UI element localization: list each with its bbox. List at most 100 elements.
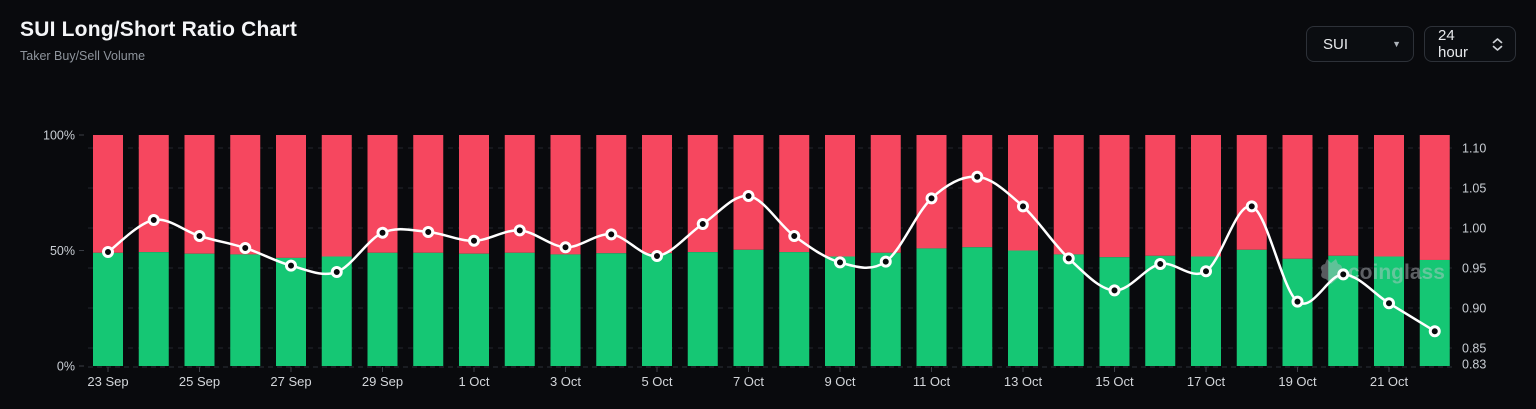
short-bar-segment[interactable] (642, 135, 672, 254)
symbol-select[interactable]: SUI ▼ (1306, 26, 1414, 62)
long-bar-segment[interactable] (916, 248, 947, 366)
ratio-point[interactable] (330, 266, 343, 278)
short-bar-segment[interactable] (1328, 135, 1359, 256)
watermark-text: coinglass (1348, 261, 1445, 284)
long-bar-segment[interactable] (962, 247, 993, 366)
short-bar-segment[interactable] (1008, 135, 1038, 251)
ratio-point[interactable] (1337, 268, 1350, 281)
short-bar-segment[interactable] (962, 135, 993, 248)
short-bar-segment[interactable] (1374, 135, 1404, 257)
short-bar-segment[interactable] (230, 135, 261, 255)
ratio-point[interactable] (1108, 284, 1121, 297)
long-bar-segment[interactable] (184, 253, 215, 366)
ratio-point[interactable] (102, 246, 114, 258)
interval-select[interactable]: 24 hour (1424, 26, 1516, 62)
short-bar-segment[interactable] (1282, 135, 1313, 259)
long-bar-segment[interactable] (642, 253, 672, 366)
short-bar-segment[interactable] (825, 135, 855, 257)
ratio-point[interactable] (559, 241, 572, 254)
long-bar-segment[interactable] (779, 252, 810, 366)
ratio-point[interactable] (1200, 265, 1212, 278)
ratio-point[interactable] (1291, 295, 1304, 308)
chevron-up-down-icon (1492, 37, 1503, 51)
short-bar-segment[interactable] (870, 135, 901, 253)
ratio-point[interactable] (376, 226, 389, 239)
ratio-point[interactable] (879, 255, 892, 268)
long-bar-segment[interactable] (230, 254, 261, 366)
long-bar-segment[interactable] (1145, 255, 1176, 366)
left-axis-label: 100% (43, 129, 75, 143)
ratio-point[interactable] (193, 230, 206, 242)
short-bar-segment[interactable] (1236, 135, 1267, 250)
ratio-point[interactable] (1154, 258, 1167, 270)
ratio-point[interactable] (971, 170, 984, 183)
ratio-point[interactable] (1428, 325, 1441, 338)
short-bar-segment[interactable] (276, 135, 306, 258)
short-bar-segment[interactable] (1053, 135, 1084, 255)
short-bar-segment[interactable] (916, 135, 947, 249)
right-axis-label: 0.85 (1462, 342, 1486, 356)
page-subtitle: Taker Buy/Sell Volume (20, 49, 146, 63)
long-bar-segment[interactable] (138, 252, 169, 366)
long-bar-segment[interactable] (825, 256, 855, 366)
ratio-point[interactable] (147, 214, 160, 226)
page-title: SUI Long/Short Ratio Chart (20, 18, 298, 41)
ratio-point[interactable] (239, 242, 252, 254)
long-bar-segment[interactable] (1008, 250, 1038, 367)
short-bar-segment[interactable] (1419, 135, 1450, 260)
short-bar-segment[interactable] (1099, 135, 1130, 258)
ratio-point[interactable] (651, 250, 663, 262)
long-bar-segment[interactable] (504, 252, 535, 366)
ratio-point[interactable] (513, 224, 526, 237)
long-bar-segment[interactable] (93, 252, 123, 366)
ratio-point[interactable] (1383, 297, 1395, 310)
right-axis-label: 0.95 (1462, 262, 1486, 276)
x-axis-label: 23 Sep (87, 374, 128, 389)
x-axis-label: 11 Oct (913, 374, 951, 389)
x-axis-label: 15 Oct (1095, 374, 1134, 389)
interval-select-value: 24 hour (1438, 27, 1469, 61)
long-bar-segment[interactable] (459, 253, 489, 366)
short-bar-segment[interactable] (550, 135, 581, 255)
ratio-point[interactable] (468, 234, 480, 247)
ratio-point[interactable] (834, 256, 846, 269)
ratio-point[interactable] (742, 190, 755, 202)
long-bar-segment[interactable] (1053, 254, 1084, 366)
long-bar-segment[interactable] (870, 252, 901, 366)
long-bar-segment[interactable] (276, 257, 306, 366)
ratio-point[interactable] (1017, 200, 1029, 213)
long-bar-segment[interactable] (1236, 249, 1267, 366)
long-bar-segment[interactable] (1099, 257, 1130, 366)
ratio-point[interactable] (422, 226, 435, 238)
right-axis-label: 1.10 (1462, 142, 1486, 156)
ratio-point[interactable] (605, 228, 618, 241)
short-bar-segment[interactable] (459, 135, 489, 254)
ratio-point[interactable] (1062, 252, 1075, 265)
x-axis-label: 1 Oct (458, 374, 489, 389)
ratio-point[interactable] (696, 218, 709, 230)
long-bar-segment[interactable] (367, 252, 398, 366)
x-axis-label: 17 Oct (1187, 374, 1226, 389)
long-bar-segment[interactable] (1419, 259, 1450, 366)
short-bar-segment[interactable] (321, 135, 352, 257)
long-bar-segment[interactable] (687, 252, 718, 366)
short-bar-segment[interactable] (1191, 135, 1221, 257)
x-axis-label: 3 Oct (550, 374, 581, 389)
short-bar-segment[interactable] (687, 135, 718, 253)
ratio-point[interactable] (925, 192, 938, 205)
long-bar-segment[interactable] (550, 254, 581, 366)
ratio-point[interactable] (788, 230, 801, 242)
ratio-point[interactable] (285, 259, 297, 272)
long-bar-segment[interactable] (1374, 256, 1404, 366)
ratio-point[interactable] (1245, 200, 1258, 213)
short-bar-segment[interactable] (1145, 135, 1176, 256)
long-bar-segment[interactable] (596, 253, 627, 366)
x-axis-label: 19 Oct (1278, 374, 1317, 389)
long-bar-segment[interactable] (733, 249, 764, 366)
long-bar-segment[interactable] (413, 252, 444, 366)
short-bar-segment[interactable] (93, 135, 123, 253)
short-bar-segment[interactable] (138, 135, 169, 253)
chevron-down-icon: ▼ (1392, 39, 1401, 49)
long-bar-segment[interactable] (1282, 258, 1313, 366)
